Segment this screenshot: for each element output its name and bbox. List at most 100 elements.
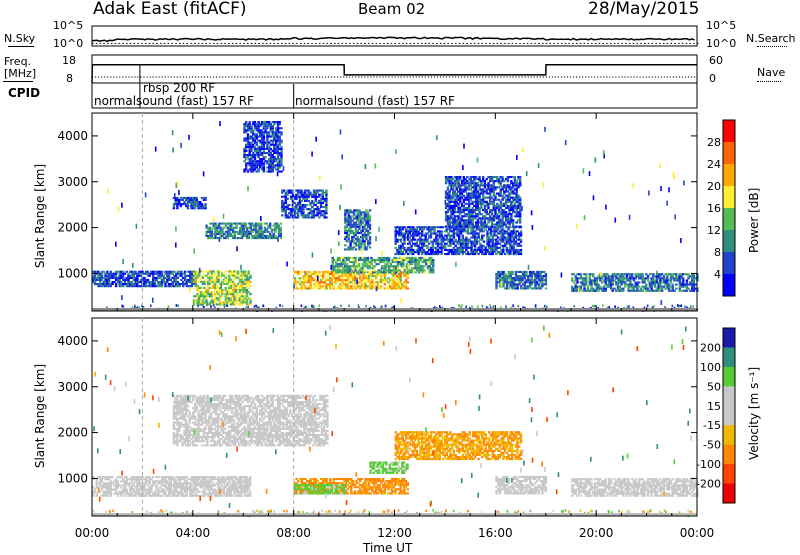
power-cell — [471, 215, 474, 218]
power-cell — [281, 206, 284, 209]
power-cell — [448, 209, 451, 212]
power-cell — [257, 152, 260, 155]
power-cell — [350, 256, 354, 259]
power-cell — [514, 253, 517, 256]
power-cell — [278, 137, 281, 140]
power-cell — [473, 238, 477, 241]
power-cell — [421, 265, 424, 268]
power-cell — [504, 186, 508, 189]
power-cell — [274, 226, 277, 229]
power-cell — [402, 265, 405, 268]
power-cell — [136, 278, 139, 281]
power-cell — [296, 191, 300, 194]
power-cell — [448, 215, 451, 218]
power-cell — [487, 207, 490, 210]
power-cell — [244, 299, 247, 302]
power-cell — [379, 256, 382, 259]
power-cell — [323, 212, 326, 215]
power-cell — [198, 297, 201, 300]
power-cell — [393, 269, 396, 272]
power-cell — [489, 202, 492, 205]
power-cell — [394, 226, 397, 229]
power-cell — [592, 289, 595, 292]
power-cell — [249, 303, 252, 306]
power-cell — [446, 198, 450, 201]
power-cell — [480, 182, 483, 185]
power-cell — [349, 215, 352, 218]
power-cell — [599, 277, 602, 280]
power-cell — [143, 283, 146, 286]
power-cell — [463, 238, 466, 241]
power-cell — [357, 263, 361, 266]
power-cell — [271, 166, 274, 169]
power-cell — [466, 244, 470, 247]
power-cell — [257, 123, 260, 126]
power-cell — [391, 269, 394, 272]
power-cell — [506, 178, 510, 181]
power-cell — [304, 216, 307, 219]
power-cell — [399, 238, 403, 241]
power-cell — [375, 259, 378, 262]
power-cell — [237, 230, 240, 233]
power-cell — [457, 225, 460, 228]
power-cell — [405, 232, 408, 235]
power-cell — [473, 188, 476, 191]
power-cell — [634, 277, 637, 280]
power-cell — [323, 197, 326, 200]
power-cell — [602, 287, 606, 290]
power-cell — [353, 281, 357, 284]
power-cell — [481, 228, 484, 231]
power-cell — [378, 285, 381, 288]
power-cell — [608, 275, 611, 278]
power-cell — [262, 168, 266, 171]
power-cell — [274, 230, 277, 233]
power-cell — [386, 261, 389, 264]
power-cell — [462, 188, 465, 191]
power-cell — [622, 275, 625, 278]
power-cell — [254, 232, 258, 235]
power-cell — [198, 276, 201, 279]
power-cell — [496, 228, 500, 231]
power-cell — [329, 279, 332, 282]
power-cell — [309, 212, 312, 215]
power-cell — [408, 240, 411, 243]
power-cell — [319, 193, 323, 196]
power-cell — [341, 283, 344, 286]
power-cell — [335, 271, 338, 274]
power-speckle — [617, 306, 619, 310]
power-cell — [474, 223, 478, 226]
power-cell — [298, 199, 302, 202]
power-cell — [447, 232, 450, 235]
power-cell — [510, 207, 513, 210]
power-cell — [482, 209, 485, 212]
power-cell — [436, 248, 440, 251]
power-cell — [195, 203, 198, 206]
power-cell — [387, 259, 391, 262]
power-cell — [233, 278, 236, 281]
power-cell — [159, 274, 162, 277]
power-cell — [627, 279, 630, 282]
power-cell — [680, 289, 683, 292]
power-cell — [440, 236, 443, 239]
power-cell — [574, 277, 577, 280]
power-cell — [510, 182, 513, 185]
power-cell — [490, 217, 494, 220]
power-cell — [221, 226, 224, 229]
power-cell — [109, 274, 112, 277]
power-cell — [216, 230, 219, 233]
power-cell — [204, 196, 207, 199]
power-cell — [246, 230, 249, 233]
power-cell — [501, 215, 504, 218]
power-cell — [417, 248, 420, 251]
power-cell — [114, 272, 118, 275]
power-cell — [657, 273, 660, 276]
power-cell — [489, 192, 492, 195]
power-cell — [336, 265, 340, 268]
power-cell — [471, 194, 474, 197]
power-cell — [421, 232, 424, 235]
power-cell — [243, 156, 246, 159]
power-cell — [666, 277, 669, 280]
power-cell — [412, 248, 415, 251]
power-cell — [146, 278, 150, 281]
power-cell — [485, 184, 488, 187]
